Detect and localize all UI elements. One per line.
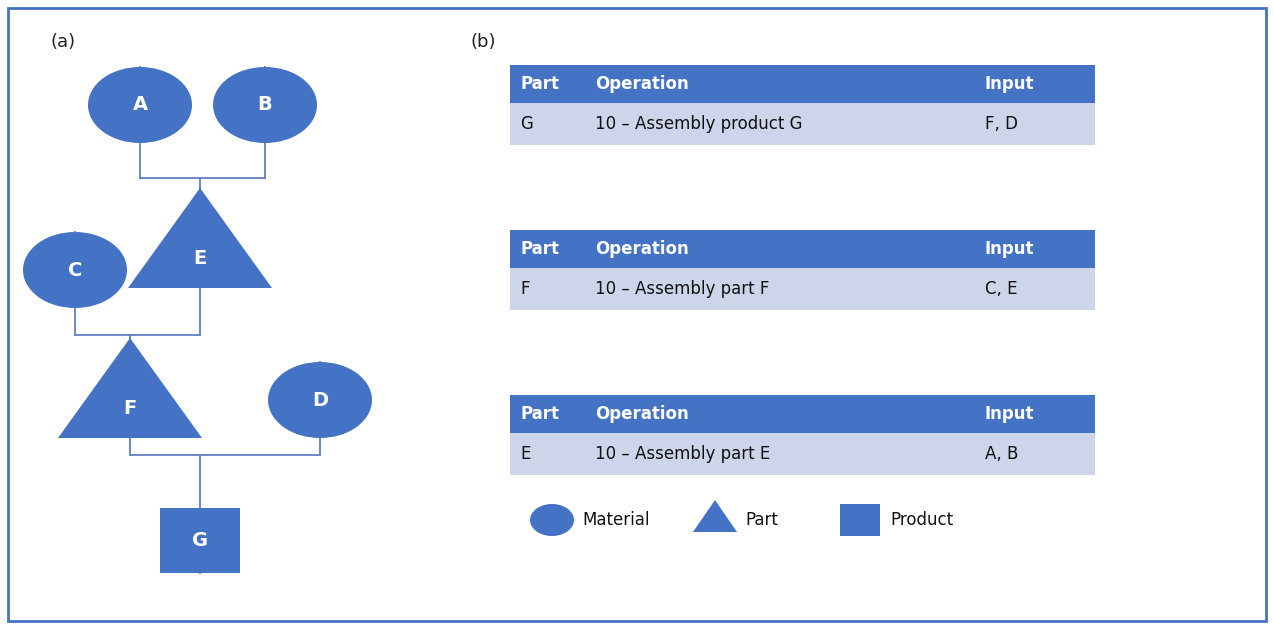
Text: A, B: A, B bbox=[985, 445, 1018, 463]
Text: Part: Part bbox=[520, 75, 559, 93]
Bar bbox=[510, 268, 585, 310]
Text: F: F bbox=[520, 280, 530, 298]
Bar bbox=[510, 65, 585, 103]
Polygon shape bbox=[693, 500, 736, 532]
Text: (b): (b) bbox=[470, 33, 496, 51]
Ellipse shape bbox=[268, 362, 372, 438]
Bar bbox=[975, 65, 1094, 103]
Text: E: E bbox=[194, 249, 206, 268]
Text: B: B bbox=[257, 96, 273, 114]
Text: G: G bbox=[192, 530, 208, 550]
Bar bbox=[510, 395, 585, 433]
Text: 10 – Assembly part E: 10 – Assembly part E bbox=[595, 445, 771, 463]
Ellipse shape bbox=[88, 67, 192, 143]
Text: Material: Material bbox=[582, 511, 650, 529]
Text: C: C bbox=[68, 260, 83, 279]
Text: G: G bbox=[520, 115, 533, 133]
Text: Part: Part bbox=[745, 511, 778, 529]
Text: F: F bbox=[124, 399, 136, 418]
Text: Operation: Operation bbox=[595, 405, 689, 423]
Polygon shape bbox=[59, 338, 203, 438]
Text: A: A bbox=[132, 96, 148, 114]
Text: D: D bbox=[312, 391, 329, 409]
Bar bbox=[840, 504, 880, 536]
Bar bbox=[510, 103, 585, 145]
Polygon shape bbox=[127, 188, 273, 288]
Text: F, D: F, D bbox=[985, 115, 1018, 133]
Bar bbox=[510, 433, 585, 475]
Bar bbox=[975, 433, 1094, 475]
Bar bbox=[975, 230, 1094, 268]
Ellipse shape bbox=[213, 67, 317, 143]
Ellipse shape bbox=[530, 504, 575, 536]
Ellipse shape bbox=[23, 232, 127, 308]
Text: Part: Part bbox=[520, 240, 559, 258]
Text: (a): (a) bbox=[50, 33, 75, 51]
Bar bbox=[585, 230, 975, 268]
Bar bbox=[585, 395, 975, 433]
Bar bbox=[161, 508, 240, 572]
Bar bbox=[975, 268, 1094, 310]
Bar bbox=[585, 268, 975, 310]
Bar bbox=[975, 103, 1094, 145]
Bar bbox=[585, 65, 975, 103]
Text: Part: Part bbox=[520, 405, 559, 423]
Text: Input: Input bbox=[985, 75, 1034, 93]
Text: Operation: Operation bbox=[595, 240, 689, 258]
Text: Input: Input bbox=[985, 405, 1034, 423]
Text: C, E: C, E bbox=[985, 280, 1018, 298]
Text: 10 – Assembly part F: 10 – Assembly part F bbox=[595, 280, 769, 298]
Bar bbox=[585, 433, 975, 475]
Text: Input: Input bbox=[985, 240, 1034, 258]
Bar bbox=[975, 395, 1094, 433]
Bar bbox=[585, 103, 975, 145]
Bar bbox=[510, 230, 585, 268]
Text: 10 – Assembly product G: 10 – Assembly product G bbox=[595, 115, 803, 133]
Text: E: E bbox=[520, 445, 530, 463]
Text: Product: Product bbox=[891, 511, 953, 529]
Text: Operation: Operation bbox=[595, 75, 689, 93]
